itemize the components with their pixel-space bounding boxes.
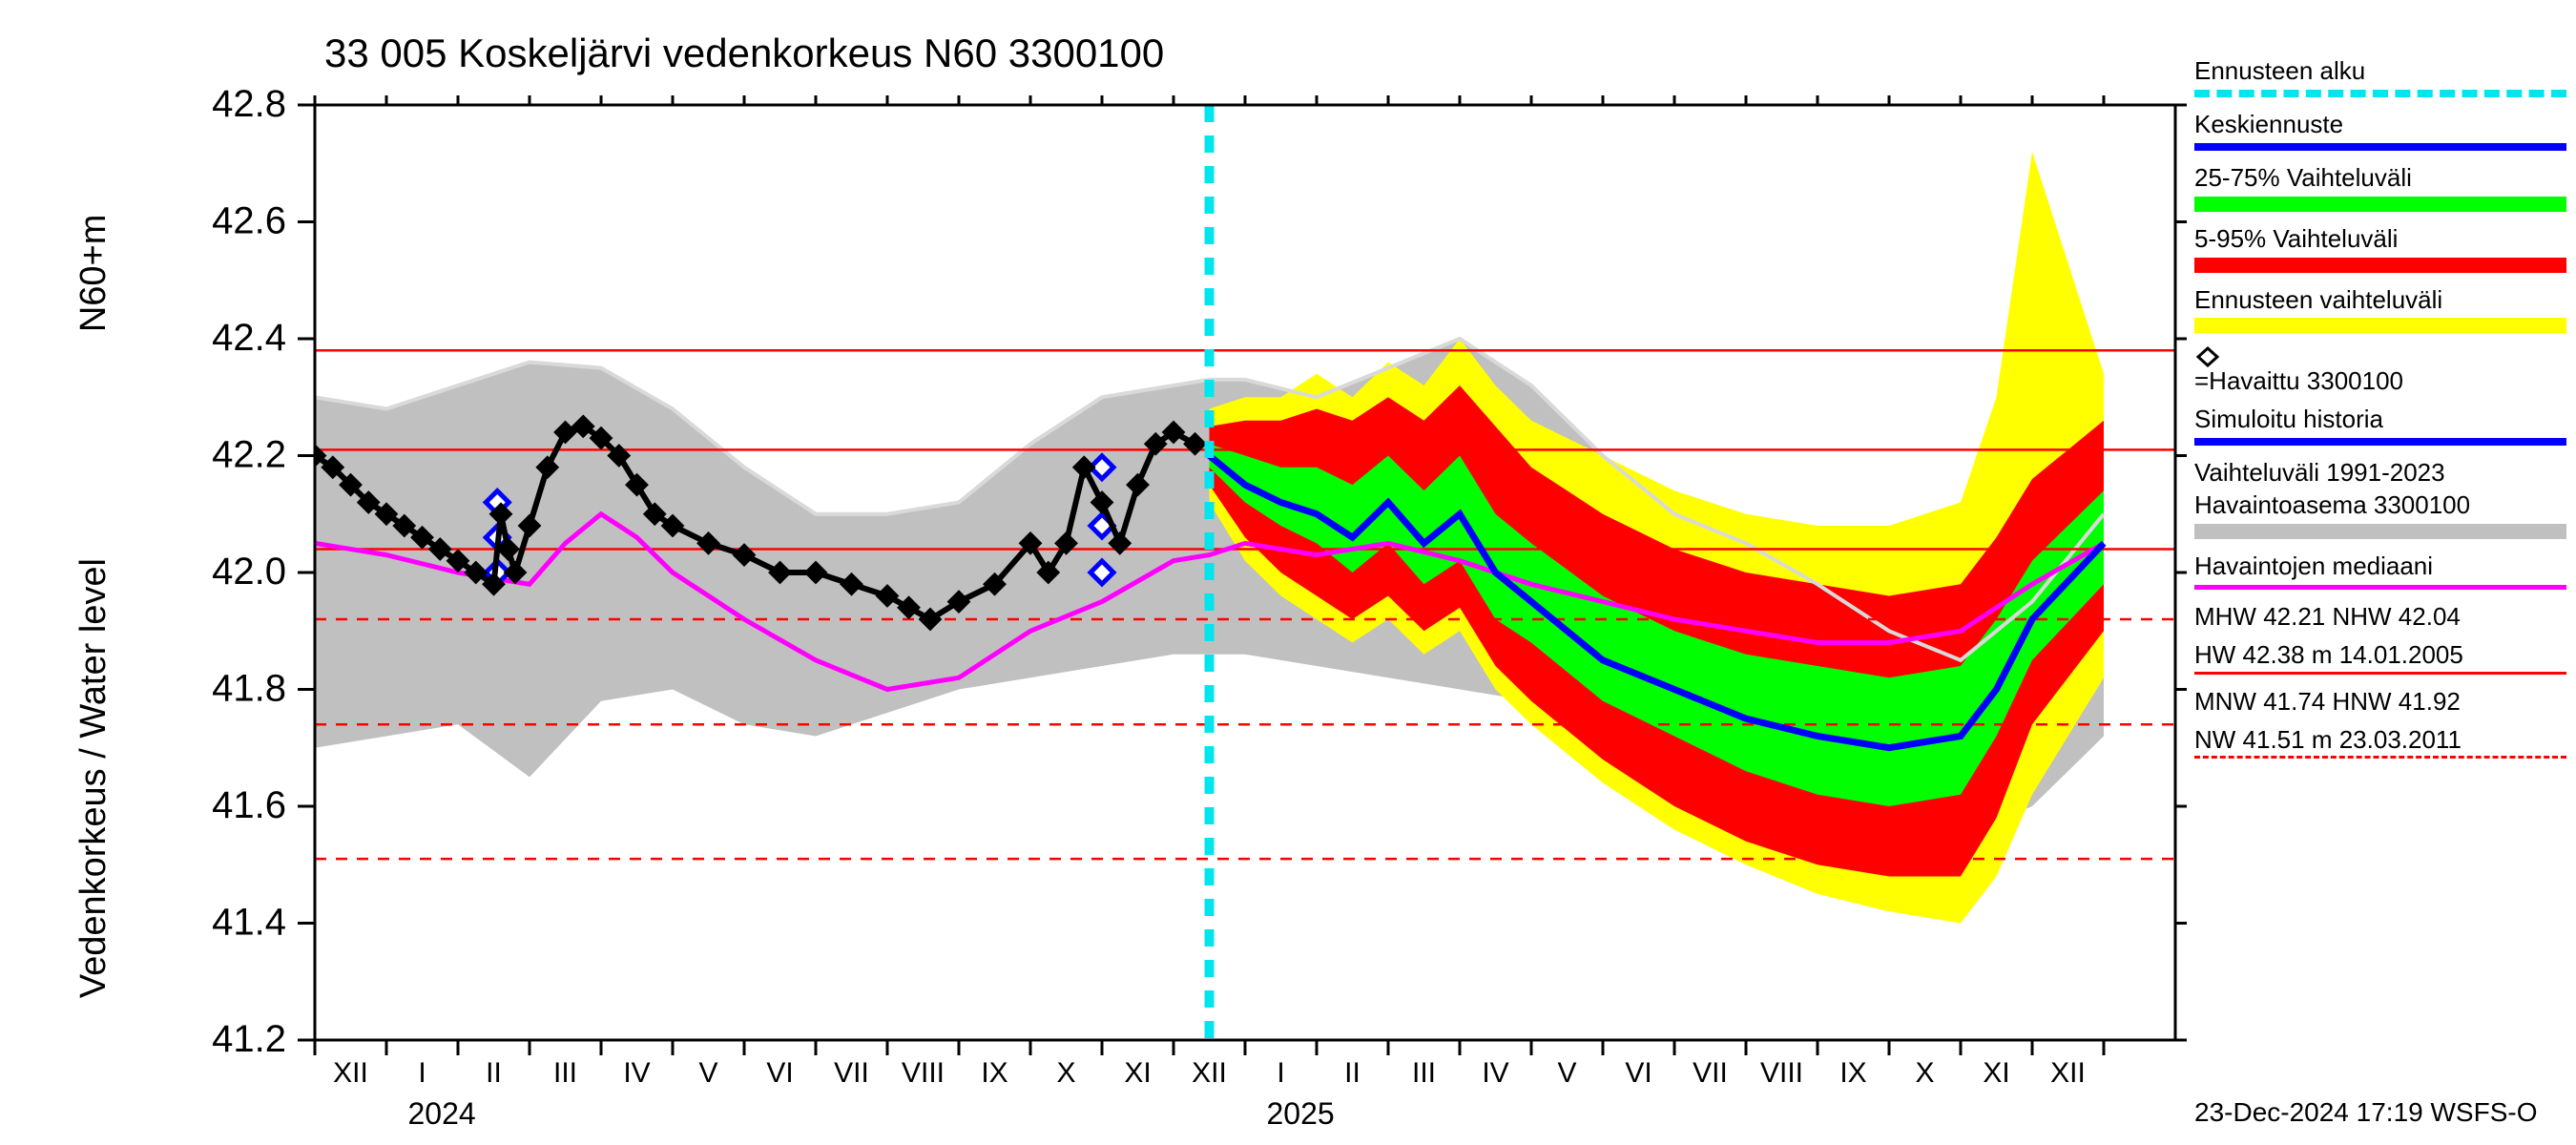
svg-text:XII: XII xyxy=(1192,1057,1227,1089)
svg-text:41.2: 41.2 xyxy=(212,1018,286,1060)
legend-swatch-forecast-start xyxy=(2194,90,2566,97)
svg-text:42.0: 42.0 xyxy=(212,551,286,593)
svg-text:XII: XII xyxy=(2050,1057,2086,1089)
svg-text:II: II xyxy=(486,1057,502,1089)
legend: Ennusteen alku Keskiennuste 25-75% Vaiht… xyxy=(2194,57,2566,772)
svg-text:42.6: 42.6 xyxy=(212,200,286,242)
svg-text:IV: IV xyxy=(1482,1057,1508,1089)
svg-text:42.4: 42.4 xyxy=(212,317,286,359)
legend-band-full: Ennusteen vaihteluväli xyxy=(2194,286,2566,315)
legend-swatch-sim-history xyxy=(2194,438,2566,446)
legend-swatch-25-75 xyxy=(2194,197,2566,212)
svg-text:II: II xyxy=(1344,1057,1361,1089)
legend-swatch-hw xyxy=(2194,672,2566,675)
svg-text:VIII: VIII xyxy=(1760,1057,1803,1089)
svg-text:IX: IX xyxy=(1839,1057,1866,1089)
svg-text:XI: XI xyxy=(1124,1057,1151,1089)
svg-text:IX: IX xyxy=(981,1057,1008,1089)
svg-text:41.6: 41.6 xyxy=(212,784,286,826)
svg-text:2024: 2024 xyxy=(408,1096,476,1131)
timestamp: 23-Dec-2024 17:19 WSFS-O xyxy=(2194,1097,2538,1128)
chart-container: 41.241.441.641.842.042.242.442.642.8XIII… xyxy=(0,0,2576,1145)
svg-text:III: III xyxy=(1412,1057,1436,1089)
legend-nw-stats-2: NW 41.51 m 23.03.2011 xyxy=(2194,726,2566,755)
svg-text:2025: 2025 xyxy=(1267,1096,1335,1131)
svg-text:XII: XII xyxy=(333,1057,368,1089)
svg-text:III: III xyxy=(553,1057,577,1089)
svg-text:V: V xyxy=(1557,1057,1576,1089)
svg-text:VII: VII xyxy=(834,1057,869,1089)
legend-swatch-full xyxy=(2194,318,2566,333)
legend-median: Havaintojen mediaani xyxy=(2194,552,2566,581)
svg-text:X: X xyxy=(1915,1057,1934,1089)
legend-band-5-95: 5-95% Vaihteluväli xyxy=(2194,225,2566,254)
svg-text:VI: VI xyxy=(766,1057,793,1089)
svg-text:VII: VII xyxy=(1693,1057,1728,1089)
legend-hw-stats-1: MHW 42.21 NHW 42.04 xyxy=(2194,603,2566,632)
svg-text:V: V xyxy=(698,1057,717,1089)
svg-text:VI: VI xyxy=(1625,1057,1652,1089)
svg-text:IV: IV xyxy=(623,1057,650,1089)
legend-swatch-keskiennuste xyxy=(2194,143,2566,151)
legend-band-25-75: 25-75% Vaihteluväli xyxy=(2194,164,2566,193)
svg-text:N60+m: N60+m xyxy=(73,215,114,333)
legend-sim-history: Simuloitu historia xyxy=(2194,406,2566,434)
svg-text:41.8: 41.8 xyxy=(212,668,286,710)
legend-swatch-median xyxy=(2194,585,2566,590)
svg-text:42.2: 42.2 xyxy=(212,434,286,476)
legend-hw-stats-2: HW 42.38 m 14.01.2005 xyxy=(2194,641,2566,670)
svg-text:33 005 Koskeljärvi vedenkorkeu: 33 005 Koskeljärvi vedenkorkeus N60 3300… xyxy=(324,31,1164,75)
svg-text:Vedenkorkeus / Water level: Vedenkorkeus / Water level xyxy=(73,558,114,998)
legend-observed: =Havaittu 3300100 xyxy=(2194,346,2566,396)
legend-forecast-start: Ennusteen alku xyxy=(2194,57,2566,86)
legend-swatch-5-95 xyxy=(2194,258,2566,273)
svg-text:I: I xyxy=(1277,1057,1284,1089)
legend-hist-range-2: Havaintoasema 3300100 xyxy=(2194,491,2566,520)
svg-text:X: X xyxy=(1056,1057,1075,1089)
legend-swatch-hist-range xyxy=(2194,524,2566,539)
svg-text:41.4: 41.4 xyxy=(212,902,286,944)
legend-swatch-nw xyxy=(2194,756,2566,759)
svg-text:VIII: VIII xyxy=(902,1057,945,1089)
svg-text:I: I xyxy=(418,1057,426,1089)
legend-nw-stats-1: MNW 41.74 HNW 41.92 xyxy=(2194,688,2566,717)
svg-text:XI: XI xyxy=(1983,1057,2009,1089)
svg-text:42.8: 42.8 xyxy=(212,83,286,125)
plot-svg: 41.241.441.641.842.042.242.442.642.8XIII… xyxy=(0,0,2576,1145)
legend-hist-range-1: Vaihteluväli 1991-2023 xyxy=(2194,459,2566,488)
legend-keskiennuste: Keskiennuste xyxy=(2194,111,2566,139)
